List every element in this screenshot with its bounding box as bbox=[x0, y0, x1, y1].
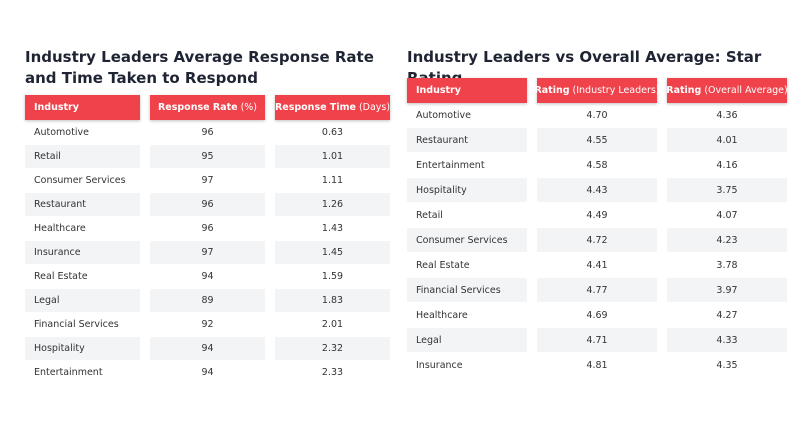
header-text: Response Time bbox=[274, 102, 356, 113]
table-cell: Automotive bbox=[34, 127, 89, 138]
table-cell: 1.43 bbox=[321, 223, 344, 234]
table-cell: Hospitality bbox=[407, 178, 527, 202]
table-cell: Insurance bbox=[25, 241, 140, 264]
table-cell: 1.01 bbox=[275, 145, 390, 168]
table-cell: 92 bbox=[201, 319, 214, 330]
table-cell: Restaurant bbox=[25, 193, 140, 216]
table-cell: Retail bbox=[25, 145, 140, 168]
table-cell: Financial Services bbox=[34, 319, 119, 330]
table-cell: 96 bbox=[201, 127, 214, 138]
table-cell: 3.75 bbox=[667, 178, 787, 202]
table-cell: 4.55 bbox=[537, 128, 657, 152]
table-cell: 94 bbox=[150, 337, 265, 360]
table-cell: Real Estate bbox=[34, 271, 88, 282]
table-cell: Retail bbox=[416, 209, 443, 221]
table-cell: 97 bbox=[201, 175, 214, 186]
table-cell: 1.83 bbox=[275, 289, 390, 312]
header-cell: Rating (Industry Leaders) bbox=[534, 78, 660, 103]
table-cell: 4.81 bbox=[586, 359, 608, 371]
table-cell: 4.71 bbox=[537, 328, 657, 352]
header-cell: Response Rate (%) bbox=[150, 95, 265, 120]
header-text: Response Rate bbox=[157, 102, 238, 113]
table-cell: 96 bbox=[201, 223, 214, 234]
table-title: Industry Leaders Average Response Rate a… bbox=[25, 48, 374, 87]
table-cell: Consumer Services bbox=[34, 175, 126, 186]
table-cell: Healthcare bbox=[34, 223, 86, 234]
table-cell: 1.11 bbox=[321, 175, 344, 186]
header-cell: Rating (Overall Average) bbox=[666, 78, 788, 103]
table-cell: 94 bbox=[201, 367, 214, 378]
table-cell: 4.23 bbox=[667, 228, 787, 252]
header-text: (Industry Leaders) bbox=[572, 85, 660, 96]
table-cell: Entertainment bbox=[416, 159, 485, 171]
table-cell: 94 bbox=[201, 271, 214, 282]
table-cell: Legal bbox=[407, 328, 527, 352]
table-cell: 4.69 bbox=[586, 309, 608, 321]
header-text: Industry bbox=[416, 85, 461, 96]
table-cell: Legal bbox=[25, 289, 140, 312]
table-cell: 4.27 bbox=[716, 309, 738, 321]
table-cell: Hospitality bbox=[25, 337, 140, 360]
table-cell: 4.16 bbox=[716, 159, 738, 171]
table-cell: 3.97 bbox=[667, 278, 787, 302]
table-cell: 2.01 bbox=[321, 319, 344, 330]
table-cell: Real Estate bbox=[416, 259, 470, 271]
header-text: (Overall Average) bbox=[704, 85, 788, 96]
table-cell: 2.32 bbox=[275, 337, 390, 360]
table-cell: 1.45 bbox=[275, 241, 390, 264]
table-cell: 4.33 bbox=[667, 328, 787, 352]
table-cell: 4.72 bbox=[537, 228, 657, 252]
table-cell: 4.36 bbox=[716, 109, 738, 121]
table-cell: 4.49 bbox=[586, 209, 608, 221]
table-cell: Financial Services bbox=[407, 278, 527, 302]
table-cell: 1.26 bbox=[275, 193, 390, 216]
table-cell: Consumer Services bbox=[407, 228, 527, 252]
table-cell: 4.77 bbox=[537, 278, 657, 302]
table-cell: Healthcare bbox=[416, 309, 468, 321]
table-cell: 4.35 bbox=[716, 359, 738, 371]
header-cell: Industry bbox=[25, 95, 140, 120]
table-cell: 4.01 bbox=[667, 128, 787, 152]
table-cell: Restaurant bbox=[407, 128, 527, 152]
table-cell: Entertainment bbox=[34, 367, 103, 378]
table-cell: Automotive bbox=[416, 109, 471, 121]
header-cell: Industry bbox=[407, 78, 527, 103]
header-text: (%) bbox=[240, 102, 258, 113]
table-cell: 89 bbox=[150, 289, 265, 312]
table-cell: 0.63 bbox=[321, 127, 344, 138]
header-text: Rating bbox=[534, 85, 570, 96]
table-cell: 2.33 bbox=[321, 367, 344, 378]
header-text: Rating bbox=[666, 85, 702, 96]
table-cell: 4.58 bbox=[586, 159, 608, 171]
table-cell: 95 bbox=[150, 145, 265, 168]
table-cell: 96 bbox=[150, 193, 265, 216]
header-cell: Response Time (Days) bbox=[275, 95, 390, 120]
table-cell: 4.70 bbox=[586, 109, 608, 121]
table-cell: 4.43 bbox=[537, 178, 657, 202]
table-cell: 1.59 bbox=[321, 271, 344, 282]
table-cell: 97 bbox=[150, 241, 265, 264]
table-cell: 4.41 bbox=[586, 259, 608, 271]
header-text: (Days) bbox=[358, 102, 391, 113]
table-cell: 3.78 bbox=[716, 259, 738, 271]
table-cell: Insurance bbox=[416, 359, 463, 371]
table-cell: 4.07 bbox=[716, 209, 738, 221]
header-text: Industry bbox=[34, 102, 79, 113]
